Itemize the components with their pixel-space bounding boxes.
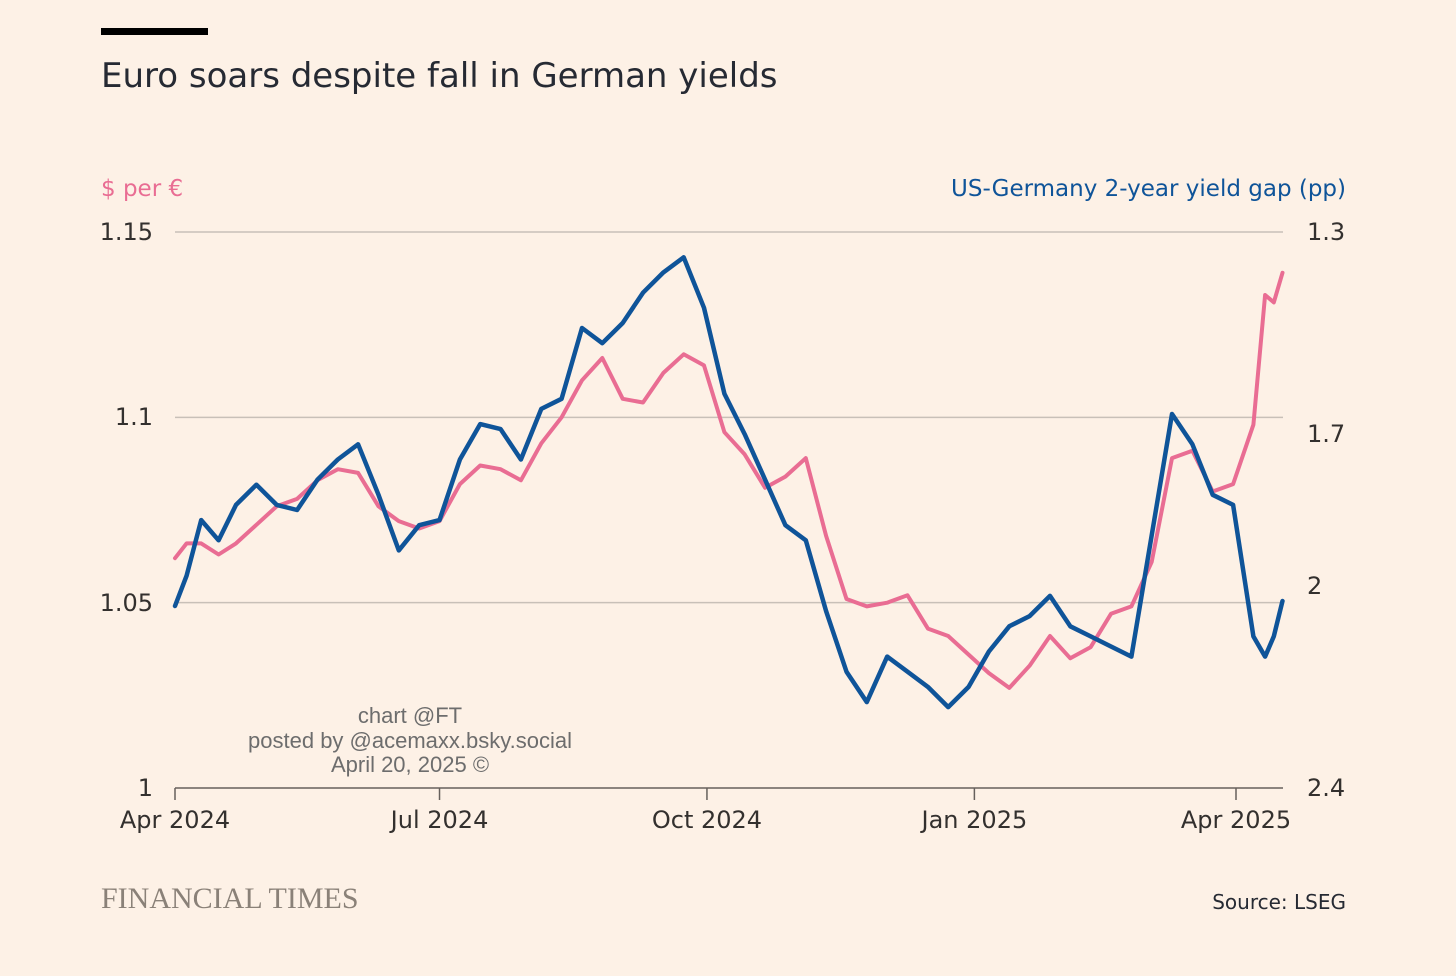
x-tick-label: Jul 2024 bbox=[390, 806, 489, 834]
right-tick-label: 1.7 bbox=[1307, 420, 1346, 449]
right-tick-label: 2 bbox=[1307, 571, 1323, 600]
series-line-yield-gap bbox=[172, 255, 1285, 710]
title-accent-bar bbox=[101, 28, 208, 35]
x-tick-label: Apr 2024 bbox=[119, 806, 231, 834]
watermark-line-2: posted by @acemaxx.bsky.social bbox=[248, 728, 572, 753]
right-axis-label: US-Germany 2-year yield gap (pp) bbox=[951, 176, 1346, 202]
left-tick-label: 1 bbox=[137, 774, 153, 802]
watermark-line-3: April 20, 2025 © bbox=[330, 752, 490, 777]
x-tick-label: Oct 2024 bbox=[651, 806, 763, 834]
right-tick-label: 2.4 bbox=[1307, 774, 1346, 802]
watermark-line-1: chart @FT bbox=[357, 703, 463, 728]
left-tick-label: 1.05 bbox=[99, 588, 153, 617]
chart-title: Euro soars despite fall in German yields bbox=[101, 56, 778, 96]
x-tick-label: Apr 2025 bbox=[1180, 806, 1292, 834]
left-tick-label: 1.1 bbox=[114, 403, 153, 432]
left-tick-label: 1.15 bbox=[99, 218, 153, 246]
financial-times-logo: FINANCIAL TIMES bbox=[101, 882, 359, 915]
right-tick-label: 1.3 bbox=[1307, 218, 1346, 246]
x-tick-label: Jan 2025 bbox=[921, 806, 1028, 834]
series-line-eur-usd bbox=[173, 270, 1285, 690]
left-axis-label: $ per € bbox=[101, 176, 184, 202]
source-note: Source: LSEG bbox=[1212, 890, 1346, 914]
